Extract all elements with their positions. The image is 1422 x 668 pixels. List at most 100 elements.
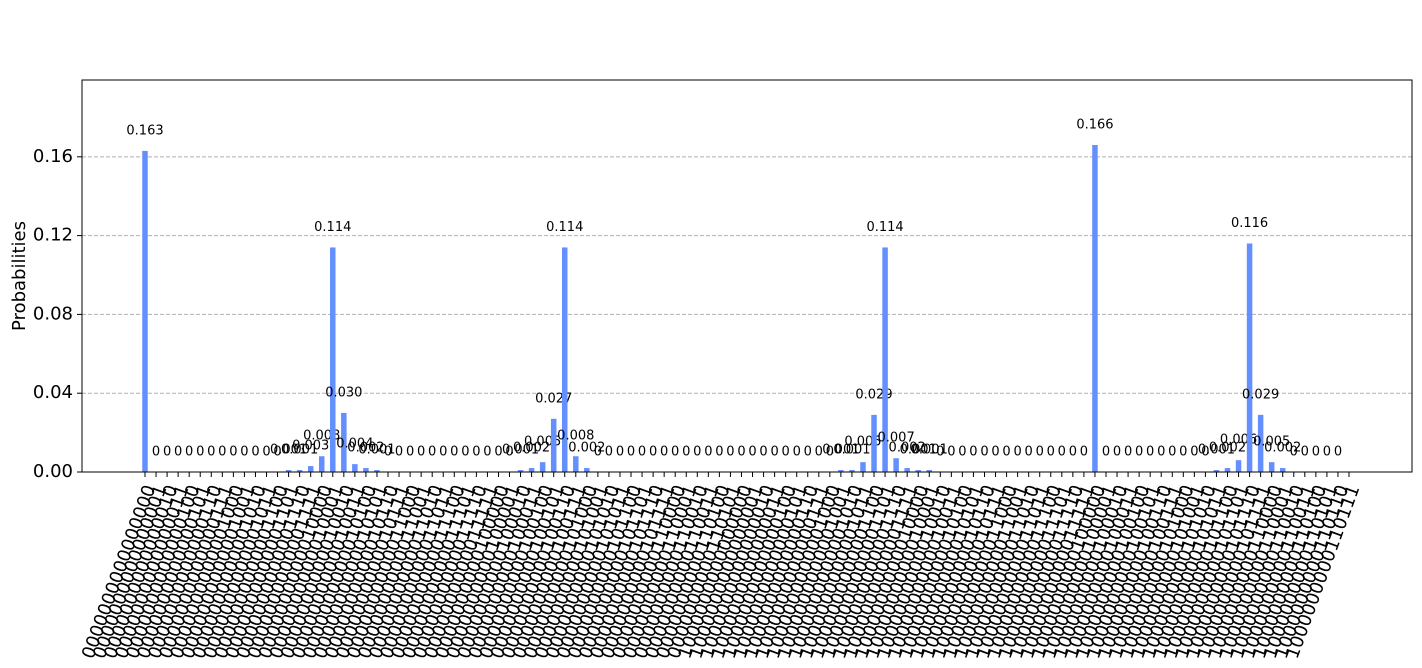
value-label: 0: [1047, 445, 1055, 460]
value-label: 0: [660, 445, 668, 460]
value-label: 0: [395, 445, 403, 460]
bar: [882, 247, 888, 472]
bar: [1257, 414, 1264, 472]
value-label: 0: [1301, 445, 1309, 460]
bar: [1213, 470, 1220, 472]
bar: [871, 414, 877, 472]
value-label: 0: [616, 445, 624, 460]
value-label: 0.001: [822, 443, 859, 458]
bar: [893, 458, 899, 472]
value-label: 0.002: [889, 441, 926, 456]
bar: [1092, 145, 1098, 473]
y-tick-label: 0.00: [33, 461, 73, 482]
value-label: 0: [273, 445, 281, 460]
bar: [904, 468, 910, 472]
value-label: 0: [936, 445, 944, 460]
value-label: 0.001: [281, 443, 318, 458]
value-label: 0: [218, 445, 226, 460]
plot-frame: [81, 79, 1413, 473]
value-label: 0: [770, 445, 778, 460]
value-label: 0: [483, 445, 491, 460]
value-label: 0: [1201, 445, 1209, 460]
y-tick-label: 0.08: [33, 303, 73, 324]
value-label: 0: [605, 445, 613, 460]
bar: [285, 470, 292, 472]
bar: [330, 247, 336, 472]
value-label: 0: [991, 445, 999, 460]
value-label: 0: [826, 445, 834, 460]
bar: [341, 412, 347, 472]
bar: [363, 468, 369, 472]
value-label: 0.002: [568, 441, 605, 456]
value-label: 0: [1146, 445, 1154, 460]
value-label: 0.114: [546, 220, 583, 235]
value-label: 0: [1190, 445, 1198, 460]
value-label: 0.114: [314, 220, 351, 235]
bar: [926, 470, 933, 472]
value-label: 0: [704, 445, 712, 460]
value-label: 0: [1157, 445, 1165, 460]
value-label: 0: [450, 445, 458, 460]
bar: [1235, 460, 1242, 472]
bar: [561, 247, 568, 472]
value-label: 0: [1323, 445, 1331, 460]
value-label: 0.030: [325, 385, 362, 400]
value-label: 0: [815, 445, 823, 460]
value-label: 0.029: [1242, 387, 1279, 402]
y-tick-label: 0.16: [33, 146, 73, 167]
value-label: 0: [461, 445, 469, 460]
value-label: 0: [1080, 445, 1088, 460]
value-label: 0: [196, 445, 204, 460]
value-label: 0: [627, 445, 635, 460]
value-label: 0: [472, 445, 480, 460]
bar: [915, 470, 921, 472]
bar: [296, 470, 303, 472]
value-label: 0: [251, 445, 259, 460]
value-label: 0: [417, 445, 425, 460]
value-label: 0: [693, 445, 701, 460]
value-label: 0: [726, 445, 734, 460]
value-label: 0: [759, 445, 767, 460]
value-label: 0: [1113, 445, 1121, 460]
value-label: 0: [1168, 445, 1176, 460]
value-label: 0.001: [502, 443, 539, 458]
value-label: 0.001: [358, 443, 395, 458]
value-label: 0.163: [126, 123, 163, 138]
value-label: 0: [174, 445, 182, 460]
y-tick-label: 0.04: [33, 382, 73, 403]
value-label: 0.002: [1209, 441, 1246, 456]
y-axis-label: Probabilities: [9, 221, 30, 331]
bar: [838, 470, 844, 472]
bar: [517, 470, 524, 472]
value-label: 0.002: [513, 441, 550, 456]
value-label: 0: [1002, 445, 1010, 460]
value-label: 0: [715, 445, 723, 460]
bar: [584, 468, 590, 472]
value-label: 0.001: [270, 443, 307, 458]
value-label: 0: [1124, 445, 1132, 460]
bar: [318, 456, 325, 472]
bar: [1279, 468, 1286, 472]
value-label: 0: [1058, 445, 1066, 460]
value-label: 0.001: [900, 443, 937, 458]
bar: [539, 462, 546, 472]
value-label: 0.002: [1264, 441, 1301, 456]
value-label: 0: [406, 445, 414, 460]
value-label: 0: [969, 445, 977, 460]
value-label: 0: [1334, 445, 1342, 460]
value-label: 0: [804, 445, 812, 460]
value-label: 0.007: [878, 431, 915, 446]
value-label: 0: [594, 445, 602, 460]
bar: [573, 456, 579, 472]
value-label: 0: [1135, 445, 1143, 460]
value-label: 0.008: [557, 429, 594, 444]
value-label: 0: [793, 445, 801, 460]
y-tick-label: 0.12: [33, 225, 73, 246]
value-label: 0.002: [347, 441, 384, 456]
value-label: 0: [152, 445, 160, 460]
value-label: 0.004: [336, 437, 373, 452]
value-label: 0: [439, 445, 447, 460]
value-label: 0: [1036, 445, 1044, 460]
value-label: 0: [240, 445, 248, 460]
